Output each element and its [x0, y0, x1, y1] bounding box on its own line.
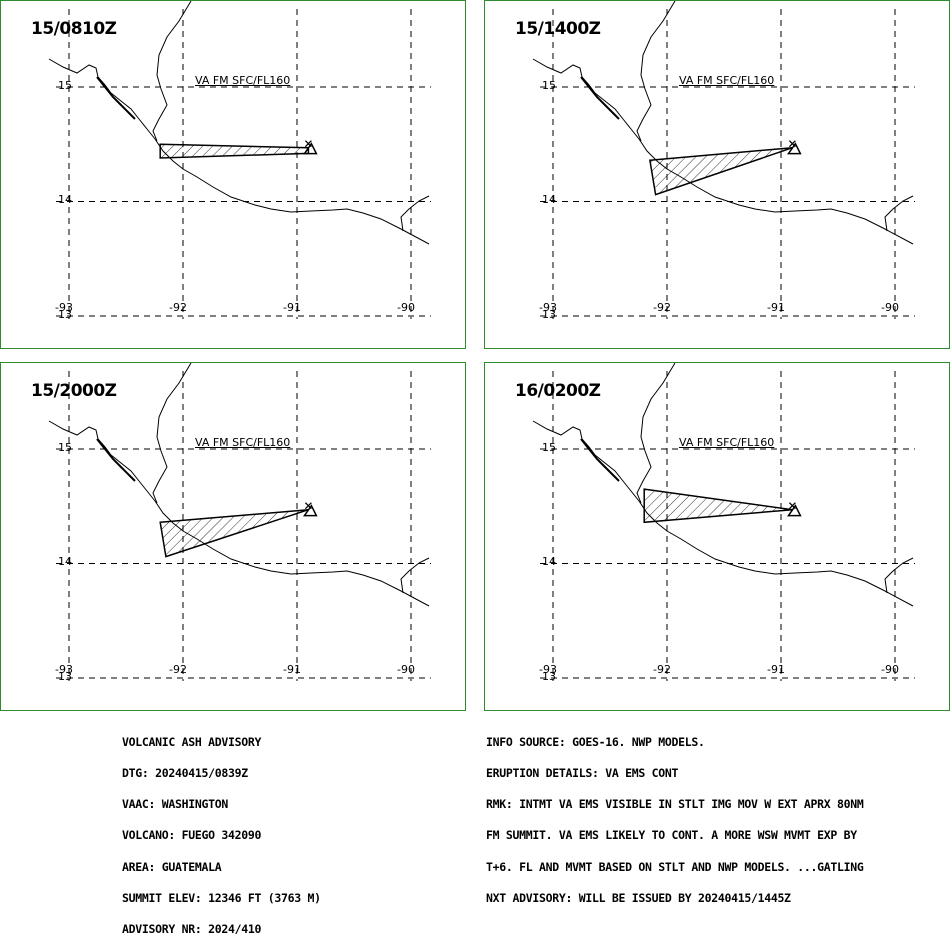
panel-time: 15/1400Z [515, 19, 601, 39]
advisory-line: VOLCANIC ASH ADVISORY [122, 734, 262, 749]
advisory-line: RMK: INTMT VA EMS VISIBLE IN STLT IMG MO… [486, 797, 864, 812]
country-border [400, 195, 430, 232]
latitude-label: 13 [58, 308, 72, 321]
country-border [636, 1, 676, 142]
advisory-line: T+6. FL AND MVMT BASED ON STLT AND NWP M… [486, 859, 864, 874]
longitude-label: -91 [767, 663, 785, 676]
coastline-shelf [96, 76, 136, 120]
coastline [48, 58, 430, 245]
longitude-label: -90 [397, 301, 415, 314]
map-0200z [532, 363, 915, 681]
longitude-label: -91 [283, 301, 301, 314]
altitude-label: VA FM SFC/FL160 [679, 74, 775, 87]
advisory-line: SUMMIT ELEV: 12346 FT (3763 M) [122, 890, 321, 905]
country-border [152, 363, 192, 504]
longitude-label: -91 [283, 663, 301, 676]
map-2000z [48, 363, 431, 681]
altitude-label: VA FM SFC/FL160 [195, 74, 291, 87]
latitude-label: 13 [58, 670, 72, 683]
latitude-label: 13 [542, 670, 556, 683]
advisory-line: ADVISORY NR: 2024/410 [122, 922, 262, 937]
advisory-line: VOLCANO: FUEGO 342090 [122, 828, 262, 843]
longitude-label: -93 [55, 663, 73, 676]
forecast-panel-0810z: 15/0810Z VA FM SFC/FL160 15 14 13 -93 -92 -91… [0, 0, 466, 349]
latitude-label: 14 [542, 193, 556, 206]
map-1400z [532, 1, 915, 319]
longitude-label: -92 [169, 301, 187, 314]
altitude-label: VA FM SFC/FL160 [679, 436, 775, 449]
altitude-label: VA FM SFC/FL160 [195, 436, 291, 449]
country-border [884, 195, 914, 232]
latitude-label: 13 [542, 308, 556, 321]
ash-cloud-area [649, 146, 793, 196]
advisory-header-block: VOLCANIC ASH ADVISORY DTG: 20240415/0839… [122, 716, 321, 945]
latitude-label: 14 [542, 555, 556, 568]
coastline-shelf [96, 438, 136, 482]
longitude-label: -92 [653, 663, 671, 676]
volcano-vent-icon [788, 502, 796, 510]
latitude-label: 14 [58, 555, 72, 568]
volcano-icon [786, 504, 802, 517]
forecast-panel-0200z: 16/0200Z VA FM SFC/FL160 15 14 13 -93 -92 -91… [484, 362, 950, 711]
panel-time: 16/0200Z [515, 381, 601, 401]
country-border [884, 557, 914, 594]
latitude-label: 15 [542, 441, 556, 454]
advisory-line: INFO SOURCE: GOES-16. NWP MODELS. [486, 734, 705, 749]
coastline [532, 420, 914, 607]
longitude-label: -93 [539, 663, 557, 676]
latitude-label: 15 [58, 79, 72, 92]
volcano-vent-icon [788, 140, 796, 148]
longitude-label: -90 [397, 663, 415, 676]
panel-time: 15/0810Z [31, 19, 117, 39]
volcano-icon [302, 142, 318, 155]
longitude-label: -92 [169, 663, 187, 676]
ash-cloud-area [159, 143, 310, 159]
panel-time: 15/2000Z [31, 381, 117, 401]
country-border [636, 363, 676, 504]
latitude-label: 14 [58, 193, 72, 206]
country-border [152, 1, 192, 142]
longitude-label: -91 [767, 301, 785, 314]
coastline-shelf [580, 438, 620, 482]
advisory-line: FM SUMMIT. VA EMS LIKELY TO CONT. A MORE… [486, 828, 857, 843]
longitude-label: -93 [55, 301, 73, 314]
ash-cloud-area [643, 488, 793, 524]
advisory-details-block: INFO SOURCE: GOES-16. NWP MODELS. ERUPTI… [486, 716, 864, 914]
volcano-vent-icon [304, 502, 312, 510]
advisory-line: VAAC: WASHINGTON [122, 797, 228, 812]
forecast-panel-1400z: 15/1400Z VA FM SFC/FL160 15 14 13 -93 -92 -91… [484, 0, 950, 349]
forecast-panel-2000z: 15/2000Z VA FM SFC/FL160 15 14 13 -93 -92 -91… [0, 362, 466, 711]
advisory-line: ERUPTION DETAILS: VA EMS CONT [486, 766, 679, 781]
longitude-label: -90 [881, 301, 899, 314]
longitude-label: -93 [539, 301, 557, 314]
volcano-icon [302, 504, 318, 517]
longitude-label: -92 [653, 301, 671, 314]
ash-cloud-area [159, 508, 309, 558]
advisory-line: AREA: GUATEMALA [122, 859, 222, 874]
longitude-label: -90 [881, 663, 899, 676]
advisory-line: DTG: 20240415/0839Z [122, 766, 248, 781]
country-border [400, 557, 430, 594]
coastline-shelf [580, 76, 620, 120]
advisory-line: NXT ADVISORY: WILL BE ISSUED BY 20240415… [486, 890, 791, 905]
latitude-label: 15 [542, 79, 556, 92]
volcano-vent-icon [304, 140, 312, 148]
map-0810z [48, 1, 431, 319]
latitude-label: 15 [58, 441, 72, 454]
volcano-icon [786, 142, 802, 155]
